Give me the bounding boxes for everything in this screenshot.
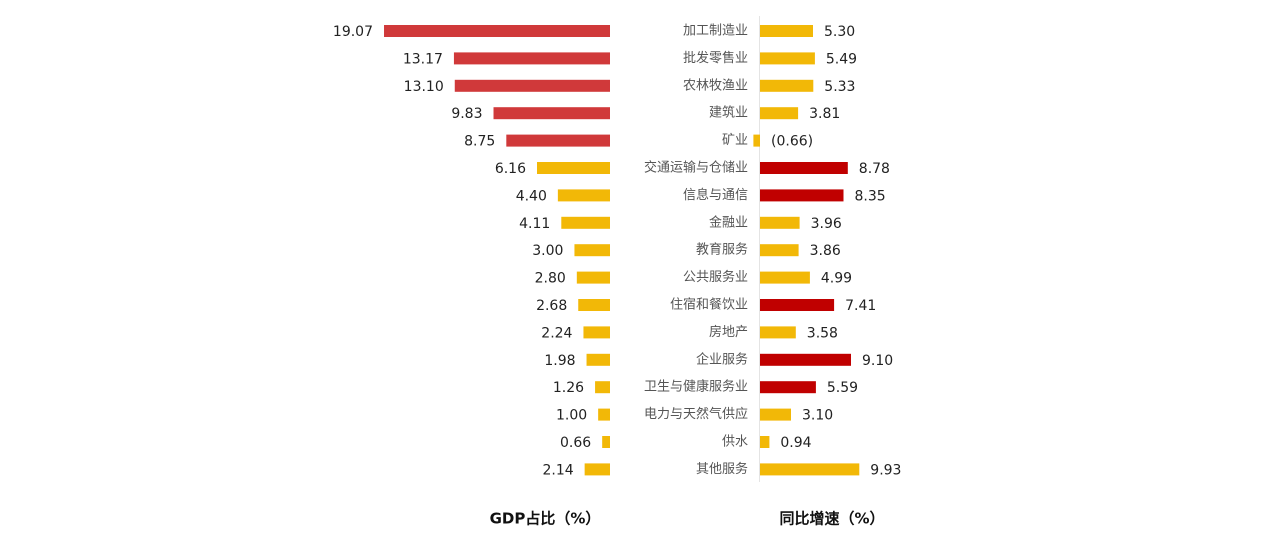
x-axis-title: 同比增速（%）	[779, 510, 884, 528]
category-label: 批发零售业	[683, 50, 748, 66]
x-axis-title: GDP占比（%）	[490, 510, 601, 528]
value-label: 4.40	[516, 188, 547, 204]
value-label: 13.17	[403, 51, 443, 67]
category-label: 交通运输与仓储业	[644, 160, 748, 176]
bar	[753, 134, 760, 147]
value-label: 3.58	[807, 325, 838, 341]
value-label: 5.33	[824, 79, 855, 95]
value-label: 2.14	[542, 462, 573, 478]
bar	[576, 271, 610, 284]
category-label: 其他服务	[696, 461, 748, 477]
value-label: 1.98	[544, 353, 575, 369]
bar	[760, 353, 851, 366]
category-label: 电力与天然气供应	[644, 406, 748, 422]
value-label: 13.10	[404, 79, 444, 95]
bar	[760, 408, 791, 421]
bar	[454, 79, 610, 92]
bar	[574, 244, 610, 257]
value-label: 0.66	[560, 435, 591, 451]
category-label: 加工制造业	[683, 24, 748, 39]
value-label: 1.00	[556, 408, 587, 424]
value-label: (0.66)	[771, 134, 813, 150]
bar	[493, 107, 610, 120]
bar	[760, 463, 860, 476]
bar	[506, 134, 610, 147]
value-label: 5.30	[824, 24, 855, 40]
bar	[595, 381, 610, 394]
category-label: 教育服务	[696, 242, 748, 258]
value-label: 8.35	[855, 188, 886, 204]
value-label: 9.83	[451, 106, 482, 122]
value-label: 9.10	[862, 353, 893, 369]
bar	[760, 189, 844, 202]
category-label: 矿业	[722, 133, 748, 148]
value-label: 7.41	[845, 298, 876, 314]
bar	[598, 408, 610, 421]
bar	[760, 326, 796, 339]
value-label: 3.81	[809, 106, 840, 122]
value-label: 3.00	[532, 243, 563, 259]
bar	[760, 216, 800, 229]
bar	[760, 271, 810, 284]
value-label: 5.59	[827, 380, 858, 396]
value-label: 8.75	[464, 134, 495, 150]
value-label: 1.26	[553, 380, 584, 396]
value-label: 0.94	[780, 435, 811, 451]
category-label: 供水	[722, 435, 748, 450]
bar	[602, 436, 610, 448]
bar	[760, 25, 813, 37]
value-label: 8.78	[859, 161, 890, 177]
value-label: 3.86	[810, 243, 841, 259]
value-label: 2.80	[535, 271, 566, 287]
value-label: 6.16	[495, 161, 526, 177]
bar	[578, 299, 610, 311]
bar	[760, 52, 815, 65]
bar	[557, 189, 610, 202]
bar	[384, 25, 610, 37]
bar	[453, 52, 610, 65]
bar	[760, 244, 799, 257]
category-label: 住宿和餐饮业	[670, 297, 748, 313]
category-label: 建筑业	[709, 105, 748, 121]
value-label: 2.68	[536, 298, 567, 314]
bar	[586, 353, 610, 366]
value-label: 2.24	[541, 325, 572, 341]
bar	[760, 162, 848, 174]
value-label: 19.07	[333, 24, 373, 40]
value-label: 9.93	[870, 462, 901, 478]
category-label: 金融业	[709, 214, 748, 230]
category-label: 房地产	[709, 324, 748, 340]
bar	[760, 381, 816, 394]
bar	[760, 79, 814, 92]
value-label: 3.10	[802, 408, 833, 424]
bar	[537, 162, 610, 174]
value-label: 4.11	[519, 216, 550, 232]
bar	[583, 326, 610, 339]
bar	[760, 299, 835, 311]
value-label: 4.99	[821, 271, 852, 287]
bar	[561, 216, 610, 229]
bar	[760, 107, 799, 120]
category-label: 公共服务业	[683, 269, 748, 285]
value-label: 3.96	[811, 216, 842, 232]
category-label: 卫生与健康服务业	[644, 379, 748, 395]
category-label: 农林牧渔业	[683, 78, 748, 93]
category-label: 企业服务	[696, 351, 748, 367]
value-label: 5.49	[826, 51, 857, 67]
bar	[760, 436, 770, 448]
bar	[584, 463, 610, 476]
category-label: 信息与通信	[683, 187, 748, 203]
